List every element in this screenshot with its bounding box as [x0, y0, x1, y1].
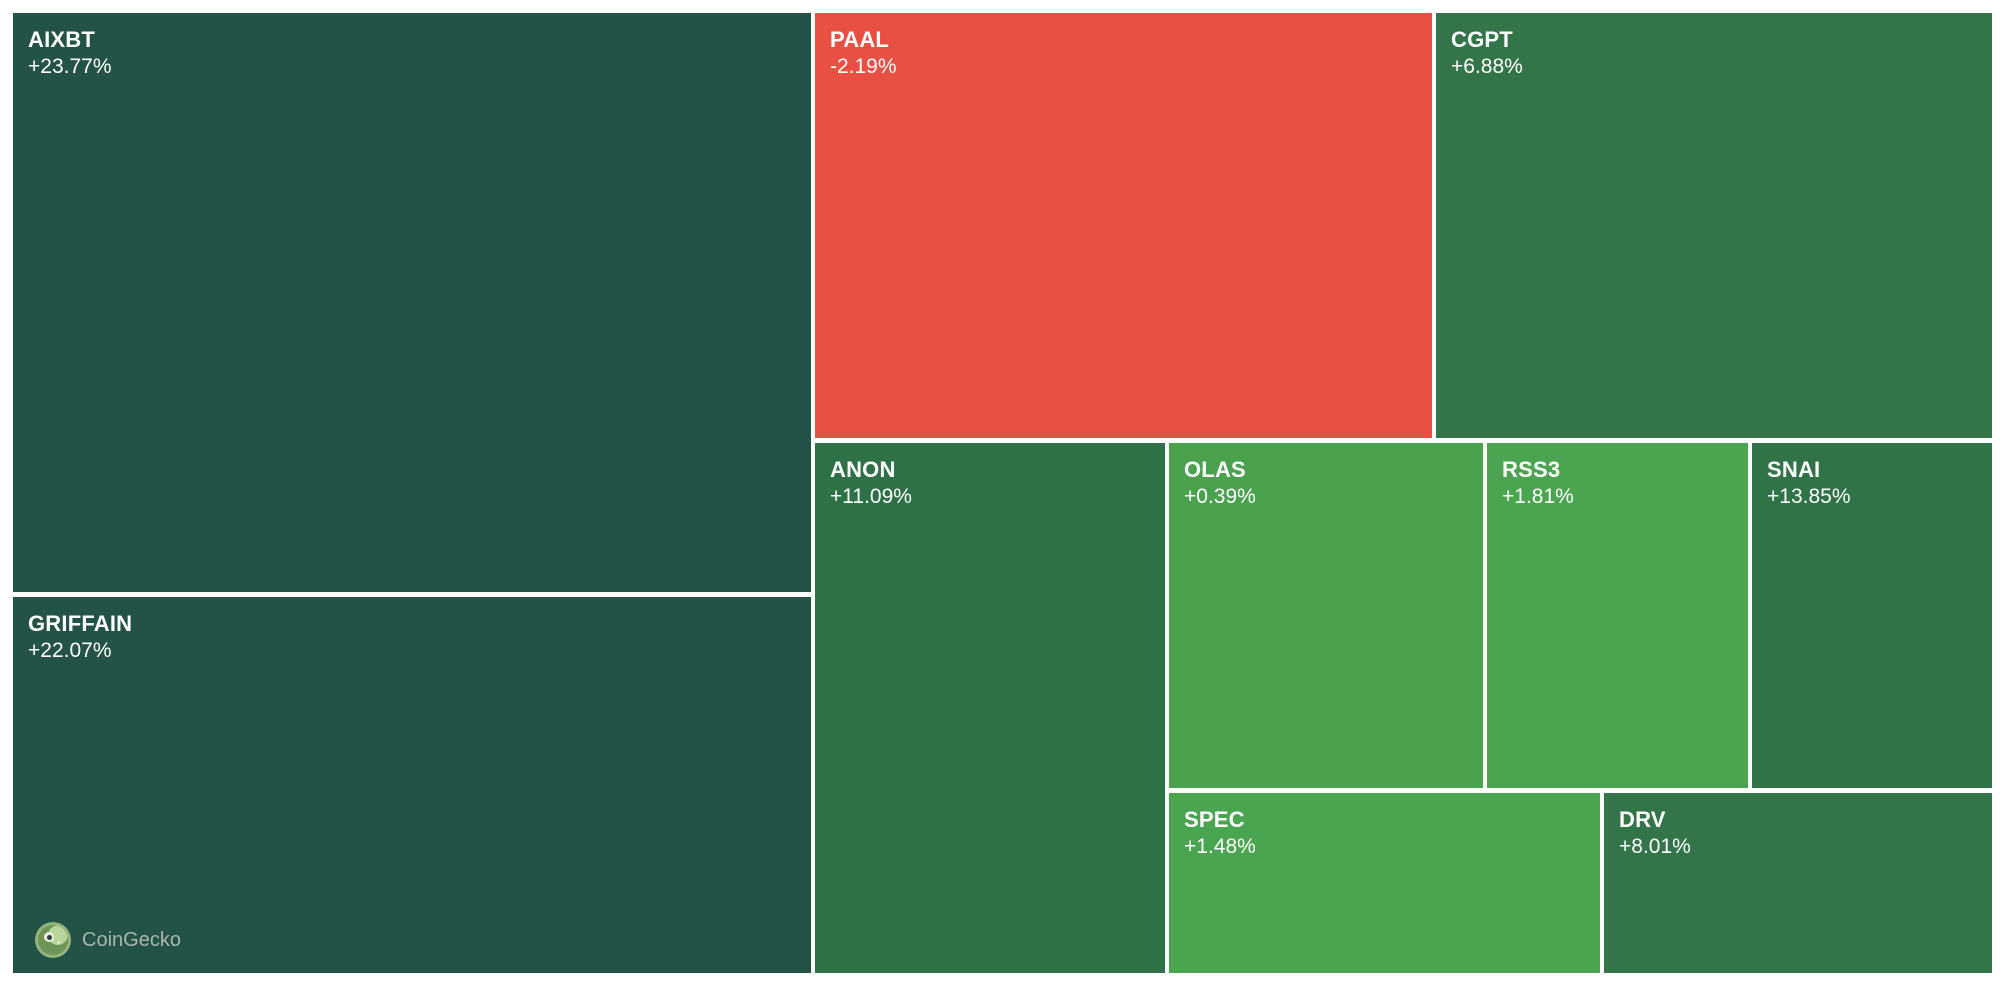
- tile-anon[interactable]: ANON +11.09%: [815, 443, 1165, 973]
- coin-symbol: GRIFFAIN: [28, 611, 133, 636]
- coin-change-percent: +8.01%: [1619, 835, 1691, 858]
- coin-symbol: SPEC: [1184, 807, 1245, 832]
- coingecko-attribution-label: CoinGecko: [82, 929, 181, 951]
- coingecko-gecko-icon: [35, 922, 71, 958]
- coin-change-percent: +1.48%: [1184, 835, 1256, 858]
- tile-olas[interactable]: OLAS +0.39%: [1169, 443, 1483, 788]
- coin-symbol: SNAI: [1767, 457, 1821, 482]
- coin-change-percent: +23.77%: [28, 55, 112, 78]
- coin-symbol: CGPT: [1451, 27, 1513, 52]
- tile-griffain[interactable]: GRIFFAIN +22.07%: [13, 597, 811, 973]
- tile-drv[interactable]: DRV +8.01%: [1604, 793, 1992, 973]
- coin-symbol: RSS3: [1502, 457, 1561, 482]
- coin-change-percent: +6.88%: [1451, 55, 1523, 78]
- tile-snai[interactable]: SNAI +13.85%: [1752, 443, 1992, 788]
- coin-change-percent: +11.09%: [830, 485, 912, 508]
- tile-aixbt[interactable]: AIXBT +23.77%: [13, 13, 811, 592]
- coin-symbol: PAAL: [830, 27, 890, 52]
- tile-paal[interactable]: PAAL -2.19%: [815, 13, 1432, 438]
- tile-rss3[interactable]: RSS3 +1.81%: [1487, 443, 1748, 788]
- coin-symbol: OLAS: [1184, 457, 1246, 482]
- coin-symbol: DRV: [1619, 807, 1666, 832]
- coin-change-percent: -2.19%: [830, 55, 897, 78]
- tile-spec[interactable]: SPEC +1.48%: [1169, 793, 1600, 973]
- coin-symbol: AIXBT: [28, 27, 95, 52]
- coin-change-percent: +13.85%: [1767, 485, 1851, 508]
- coin-change-percent: +22.07%: [28, 639, 112, 662]
- coin-change-percent: +0.39%: [1184, 485, 1256, 508]
- tile-cgpt[interactable]: CGPT +6.88%: [1436, 13, 1992, 438]
- coin-change-percent: +1.81%: [1502, 485, 1574, 508]
- coin-symbol: ANON: [830, 457, 896, 482]
- coingecko-attribution: CoinGecko: [35, 922, 181, 958]
